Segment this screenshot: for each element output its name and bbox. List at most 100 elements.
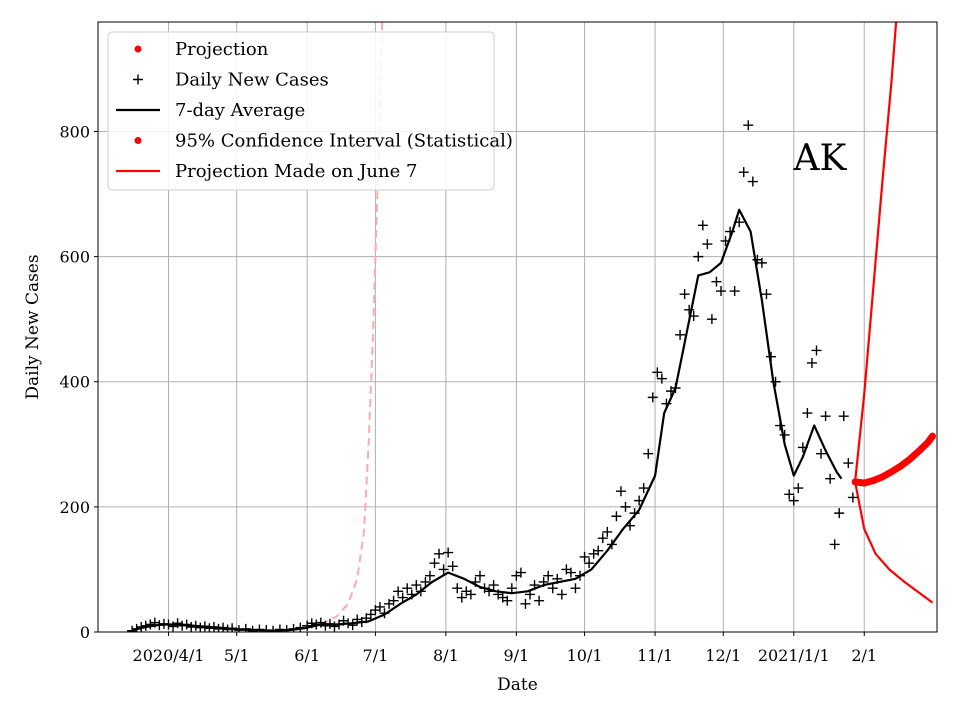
daily-new-cases-marker — [575, 570, 586, 581]
daily-new-cases-marker — [465, 589, 476, 600]
daily-new-cases-marker — [338, 615, 349, 626]
daily-new-cases-marker — [195, 622, 206, 632]
x-tick-label: 8/1 — [433, 646, 459, 665]
daily-new-cases-marker — [784, 489, 795, 500]
daily-new-cases-marker — [127, 625, 138, 632]
daily-new-cases-marker — [793, 483, 804, 494]
daily-new-cases-marker — [570, 583, 581, 594]
daily-new-cases-marker — [484, 586, 495, 597]
legend-label: Projection Made on June 7 — [175, 161, 417, 182]
daily-new-cases-marker — [420, 576, 431, 587]
daily-new-cases-marker — [629, 508, 640, 519]
daily-new-cases-marker — [456, 592, 467, 603]
legend-plus-marker — [133, 74, 143, 85]
daily-new-cases-marker — [329, 621, 340, 632]
daily-new-cases-marker — [670, 383, 681, 393]
daily-new-cases-marker — [643, 448, 654, 459]
y-tick-label: 0 — [80, 623, 90, 642]
daily-new-cases-marker — [620, 501, 631, 512]
daily-new-cases-marker — [565, 567, 576, 578]
daily-new-cases-marker — [829, 539, 840, 550]
daily-new-cases-marker — [725, 226, 736, 237]
daily-new-cases-marker — [213, 623, 224, 632]
x-tick-label: 12/1 — [705, 646, 741, 665]
legend-label: 7-day Average — [175, 100, 305, 121]
daily-new-cases-marker — [136, 621, 147, 632]
legend-box — [107, 31, 495, 191]
daily-new-cases-marker — [434, 548, 445, 559]
daily-new-cases-marker — [374, 601, 385, 612]
daily-new-cases-marker — [452, 583, 463, 594]
daily-new-cases-marker — [288, 623, 299, 632]
daily-new-cases-marker — [638, 483, 649, 494]
daily-new-cases-marker — [534, 595, 545, 606]
x-tick-label: 5/1 — [224, 646, 250, 665]
daily-new-cases-marker — [186, 621, 197, 632]
daily-new-cases-marker — [199, 621, 210, 632]
legend-dot-marker — [134, 45, 142, 53]
daily-new-cases-marker — [393, 586, 404, 597]
daily-new-cases-marker — [661, 398, 672, 409]
daily-new-cases-marker — [233, 625, 244, 632]
daily-new-cases-marker — [343, 618, 354, 629]
y-tick-label: 800 — [59, 122, 90, 141]
daily-new-cases-marker — [747, 176, 758, 187]
daily-new-cases-marker — [811, 345, 822, 356]
daily-new-cases-marker — [447, 561, 458, 572]
daily-new-cases-marker — [843, 458, 854, 469]
daily-new-cases-marker — [756, 257, 767, 268]
daily-new-cases-marker — [470, 576, 481, 587]
daily-new-cases-marker — [711, 276, 722, 287]
x-tick-label: 2021/1/1 — [758, 646, 830, 665]
daily-new-cases-marker — [140, 620, 151, 631]
daily-new-cases-marker — [847, 492, 858, 503]
daily-new-cases-marker — [474, 570, 485, 581]
daily-new-cases-marker — [766, 351, 777, 362]
daily-new-cases-marker — [181, 619, 192, 630]
state-annotation: AK — [793, 138, 848, 179]
daily-new-cases-marker — [177, 620, 188, 631]
daily-new-cases-marker — [770, 376, 781, 387]
daily-new-cases-marker — [606, 539, 617, 550]
daily-new-cases-marker — [438, 564, 449, 575]
daily-new-cases-marker — [306, 618, 317, 629]
daily-new-cases-marker — [506, 583, 517, 594]
daily-new-cases-marker — [295, 622, 306, 632]
daily-new-cases-marker — [172, 618, 183, 629]
daily-new-cases-marker — [149, 617, 160, 628]
daily-new-cases-marker — [443, 547, 454, 558]
x-tick-label: 9/1 — [503, 646, 529, 665]
daily-new-cases-marker — [602, 526, 613, 537]
daily-new-cases-marker — [556, 589, 567, 600]
daily-new-cases-marker — [388, 595, 399, 606]
daily-new-cases-marker — [584, 558, 595, 569]
legend-label: Daily New Cases — [175, 70, 329, 91]
daily-new-cases-marker — [679, 289, 690, 300]
legend-label: 95% Confidence Interval (Statistical) — [175, 131, 513, 152]
daily-new-cases-marker — [788, 495, 799, 506]
legend-label: Projection — [175, 39, 269, 60]
daily-new-cases-marker — [379, 608, 390, 619]
daily-new-cases-marker — [702, 239, 713, 250]
daily-new-cases-marker — [543, 570, 554, 581]
daily-new-cases-marker — [693, 251, 704, 262]
daily-new-cases-marker — [429, 558, 440, 569]
daily-new-cases-marker — [347, 620, 358, 631]
ticks: 2020/4/1 5/1 6/1 7/1 8/1 9/1 10/1 11/1 12/1 2021/… — [59, 122, 877, 665]
daily-new-cases-marker — [738, 167, 749, 178]
daily-new-cases-marker — [706, 314, 717, 325]
daily-new-cases-marker — [538, 576, 549, 587]
x-tick-label: 2020/4/1 — [133, 646, 205, 665]
daily-new-cases-marker — [820, 411, 831, 422]
daily-new-cases-marker — [552, 573, 563, 584]
daily-new-cases-marker — [611, 511, 622, 522]
daily-new-cases-marker — [625, 520, 636, 531]
x-axis-label: Date — [497, 675, 538, 695]
y-tick-label: 200 — [59, 498, 90, 517]
daily-new-cases-marker — [415, 586, 426, 597]
daily-new-cases-marker — [222, 624, 233, 632]
daily-new-cases-marker — [579, 551, 590, 562]
daily-new-cases-marker — [806, 357, 817, 368]
daily-new-cases-marker — [775, 420, 786, 431]
daily-new-cases-marker — [352, 614, 363, 625]
